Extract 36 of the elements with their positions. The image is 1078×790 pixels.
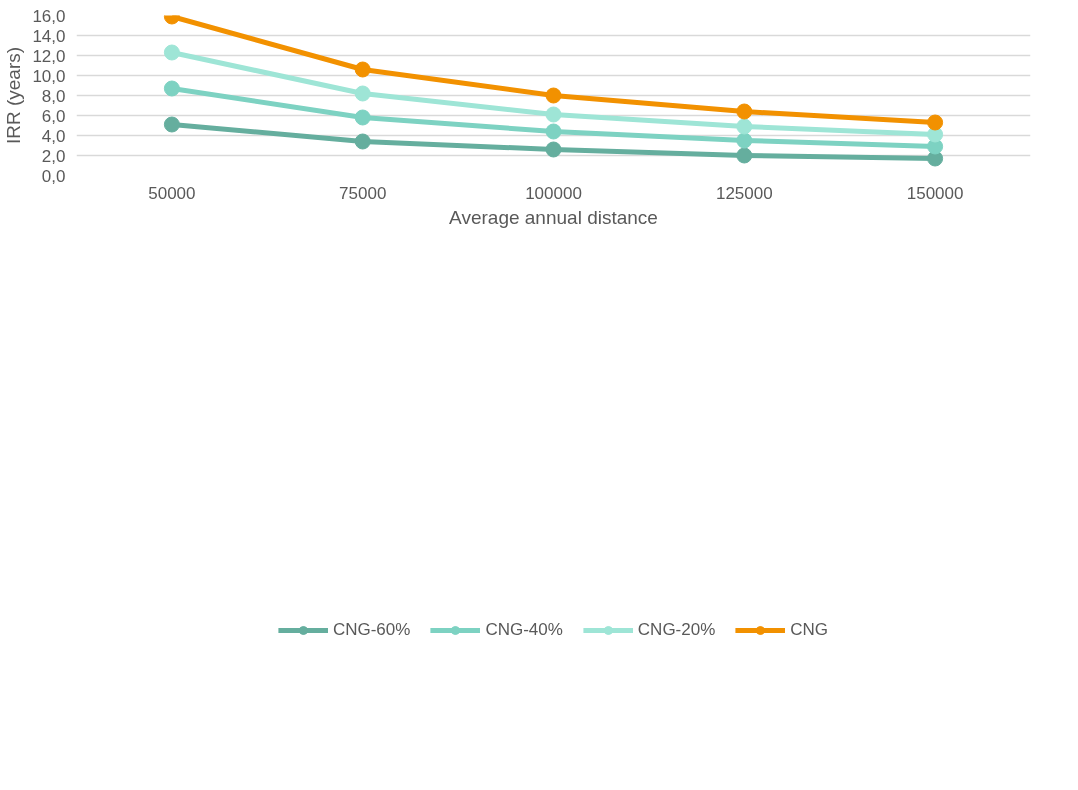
point [736,147,753,164]
legend-label: CNG-40% [485,620,563,640]
legend-label: CNG-60% [332,620,411,640]
x-tick-label: 75000 [339,183,387,203]
point [354,61,371,78]
y-tick-label: 12,0 [32,46,66,66]
point [927,114,944,131]
point [354,109,371,126]
point [163,44,180,61]
point [736,103,753,120]
x-tick-label: 50000 [148,183,196,203]
y-tick-label: 6,0 [41,106,66,126]
y-tick-label: 16,0 [32,6,66,26]
x-tick-label: 125000 [715,183,773,203]
point [736,132,753,149]
y-tick-label: 8,0 [41,86,66,106]
x-tick-label: 100000 [525,183,582,203]
point [354,85,371,102]
legend-label: CNG-20% [637,620,716,640]
y-tick-label: 14,0 [32,26,66,46]
point [163,116,180,133]
point [736,118,753,135]
point [545,106,562,123]
legend-label: CNG [790,620,829,640]
y-tick-label: 4,0 [41,126,66,146]
point [545,141,562,158]
point [354,133,371,150]
y-tick-label: 0,0 [41,166,66,186]
point [545,87,562,104]
point [163,80,180,97]
point [545,123,562,140]
y-tick-label: 2,0 [41,146,66,166]
y-axis-title: IRR (years) [3,46,25,145]
x-axis-title: Average annual distance [449,206,658,228]
x-tick-label: 150000 [906,183,964,203]
y-tick-label: 10,0 [32,66,66,86]
